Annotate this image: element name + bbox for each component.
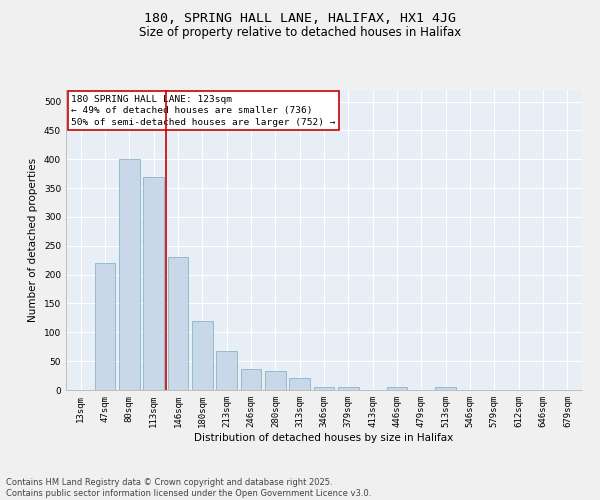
Bar — [119, 159, 140, 390]
Bar — [314, 387, 334, 390]
Y-axis label: Number of detached properties: Number of detached properties — [28, 158, 38, 322]
Text: 180, SPRING HALL LANE, HALIFAX, HX1 4JG: 180, SPRING HALL LANE, HALIFAX, HX1 4JG — [144, 12, 456, 26]
Bar — [216, 351, 237, 390]
Bar — [265, 371, 286, 390]
Text: Size of property relative to detached houses in Halifax: Size of property relative to detached ho… — [139, 26, 461, 39]
Bar — [192, 321, 212, 390]
Bar — [289, 378, 310, 390]
Text: 180 SPRING HALL LANE: 123sqm
← 49% of detached houses are smaller (736)
50% of s: 180 SPRING HALL LANE: 123sqm ← 49% of de… — [71, 94, 335, 127]
X-axis label: Distribution of detached houses by size in Halifax: Distribution of detached houses by size … — [194, 432, 454, 442]
Bar — [143, 176, 164, 390]
Bar — [167, 258, 188, 390]
Bar — [436, 387, 456, 390]
Bar — [241, 368, 262, 390]
Bar — [338, 387, 359, 390]
Text: Contains HM Land Registry data © Crown copyright and database right 2025.
Contai: Contains HM Land Registry data © Crown c… — [6, 478, 371, 498]
Bar — [95, 263, 115, 390]
Bar — [386, 387, 407, 390]
